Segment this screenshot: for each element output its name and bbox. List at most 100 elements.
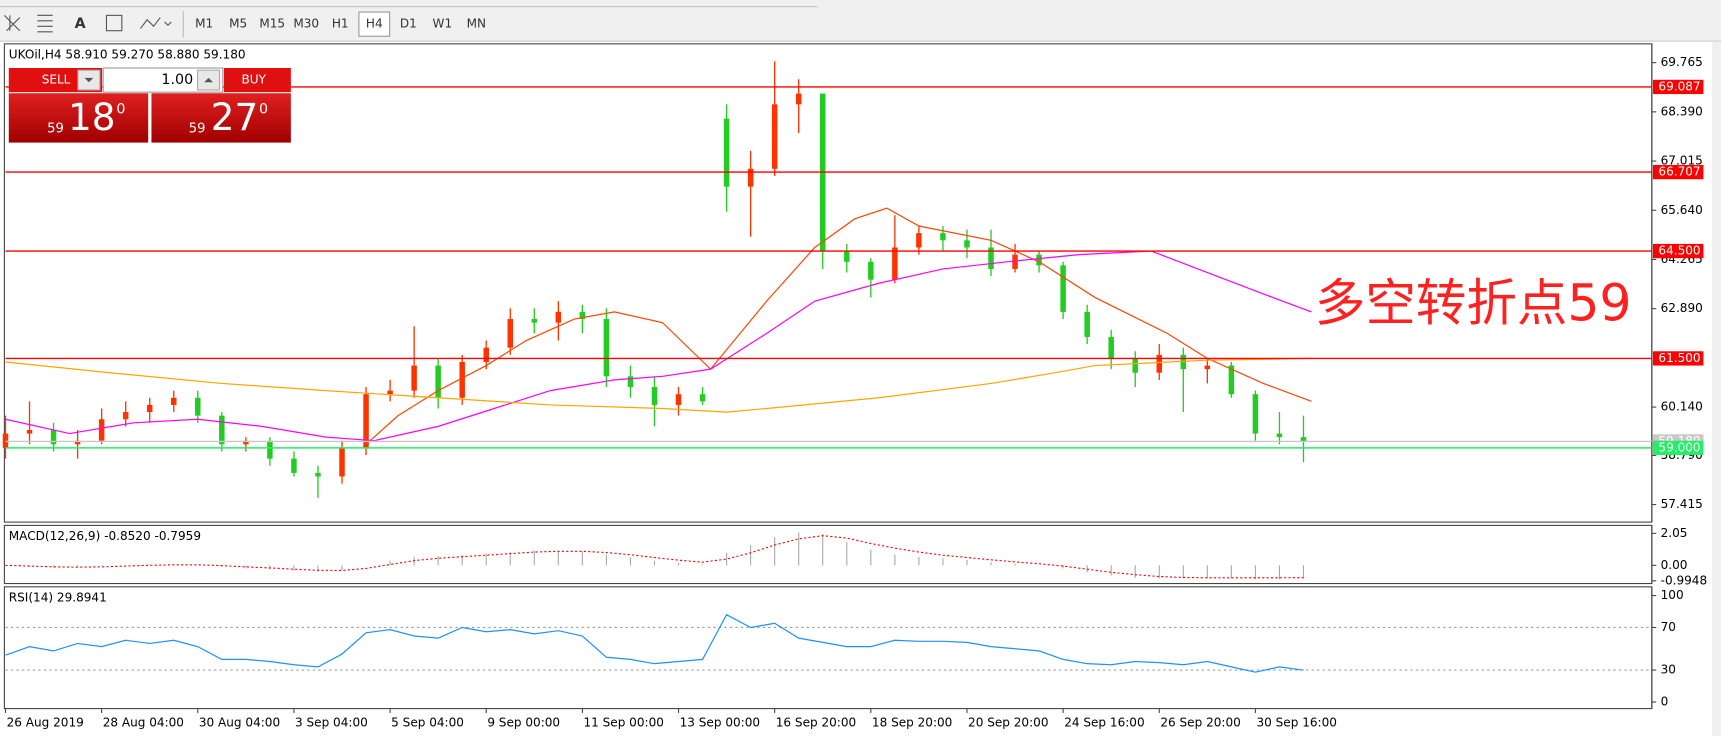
y-tick-label: 70 <box>1661 620 1676 634</box>
candle-body <box>988 247 994 269</box>
y-tick-label: 2.05 <box>1661 526 1688 540</box>
annotation: 多空转折点59 <box>1315 274 1632 333</box>
candle-body <box>315 472 321 477</box>
candle-body <box>1204 365 1211 370</box>
candle-body <box>74 440 81 445</box>
timeframe-button[interactable]: W1 <box>433 17 453 31</box>
candle-body <box>964 240 970 248</box>
candle-body <box>2 433 9 448</box>
candle-body <box>1180 354 1187 370</box>
y-tick-label: 0 <box>1661 694 1669 708</box>
candle-body <box>387 390 393 395</box>
moving-average <box>365 207 1312 445</box>
x-tick-label: 3 Sep 04:00 <box>295 715 368 729</box>
x-tick-label: 26 Sep 20:00 <box>1160 715 1240 729</box>
label-icon[interactable] <box>105 14 123 32</box>
x-tick-label: 26 Aug 2019 <box>7 715 84 729</box>
candle-body <box>1108 336 1114 359</box>
buy-price-big: 59 <box>189 121 206 136</box>
sell-price-sup: 0 <box>116 102 125 118</box>
chart-panels: 69.76568.39067.01565.64064.26562.89060.1… <box>2 43 1708 729</box>
x-tick-label: 20 Sep 20:00 <box>968 715 1048 729</box>
candle-body <box>747 168 754 187</box>
price-label: 59.000 <box>1658 440 1700 454</box>
volume[interactable]: 1.00 <box>161 72 193 88</box>
timeframe-button[interactable]: D1 <box>400 17 417 31</box>
y-tick-label: 60.140 <box>1661 400 1703 414</box>
x-tick-label: 30 Sep 16:00 <box>1257 715 1337 729</box>
y-tick-label: 100 <box>1661 588 1684 602</box>
panel-frame <box>3 524 1653 585</box>
moving-average <box>5 357 1312 413</box>
fibo-icon[interactable] <box>37 14 53 33</box>
timeframe-button[interactable]: M1 <box>195 17 213 31</box>
timeframe-button[interactable]: MN <box>467 17 486 31</box>
candle-body <box>435 365 441 398</box>
candle-body <box>339 447 345 477</box>
y-tick-label: 0.00 <box>1661 558 1688 572</box>
x-tick-label: 24 Sep 16:00 <box>1064 715 1144 729</box>
candle-body <box>531 319 538 323</box>
price-label-bg <box>1652 440 1704 455</box>
price-label: 64.500 <box>1658 244 1700 258</box>
x-tick-label: 28 Aug 04:00 <box>103 715 184 729</box>
y-tick-label: 62.890 <box>1661 301 1703 315</box>
candle-body <box>1132 358 1138 373</box>
candle-body <box>795 93 802 105</box>
y-tick-label: 30 <box>1661 663 1676 677</box>
x-tick-label: 16 Sep 20:00 <box>776 715 856 729</box>
candle-body <box>122 412 129 420</box>
candle-body <box>1228 365 1235 395</box>
y-tick-label: 67.015 <box>1661 154 1703 168</box>
sell-price-box[interactable] <box>8 93 149 143</box>
timeframe-button[interactable]: H4 <box>366 17 383 31</box>
text-tool[interactable]: A <box>75 16 86 32</box>
down-arrow <box>84 77 94 83</box>
timeframe-button[interactable]: H1 <box>332 17 349 31</box>
x-tick-label: 13 Sep 00:00 <box>680 715 760 729</box>
arrows-icon[interactable] <box>140 17 172 29</box>
timeframe-button[interactable]: M30 <box>293 17 319 31</box>
scroll-area <box>1712 41 1721 736</box>
price-label-bg <box>1652 351 1704 366</box>
y-tick-label: -0.9948 <box>1661 573 1708 587</box>
candle-body <box>892 247 898 280</box>
candle-body <box>195 397 201 416</box>
candle-body <box>844 251 850 262</box>
candle-body <box>771 104 778 169</box>
x-tick-label: 5 Sep 04:00 <box>391 715 464 729</box>
moving-average <box>5 250 1312 442</box>
candle-body <box>243 440 249 445</box>
candle-body <box>699 394 706 402</box>
candle-body <box>1036 254 1042 266</box>
sell-label[interactable]: SELL <box>42 73 71 87</box>
candle-body <box>916 233 922 248</box>
buy-button[interactable] <box>223 68 291 93</box>
candle-body <box>411 365 417 391</box>
candle-body <box>651 387 658 405</box>
price-label-bg <box>1652 164 1704 180</box>
panel-frame <box>3 586 1653 710</box>
candle-body <box>363 394 369 448</box>
y-tick-label: 69.765 <box>1661 55 1703 69</box>
crosshair-icon[interactable] <box>4 14 21 32</box>
buy-price-main: 27 <box>211 95 258 139</box>
candle-body <box>267 440 273 459</box>
x-tick-label: 9 Sep 00:00 <box>487 715 560 729</box>
price-label-bg <box>1652 79 1704 95</box>
x-tick-label: 18 Sep 20:00 <box>872 715 952 729</box>
buy-price-box[interactable] <box>151 93 291 143</box>
candle-body <box>507 319 514 348</box>
timeframe-button[interactable]: M15 <box>259 17 285 31</box>
candle-body <box>868 261 874 280</box>
candle-body <box>1252 394 1259 434</box>
sell-price-big: 59 <box>47 121 64 136</box>
one-click-trading: SELL 1.00 BUY 59 18 0 59 27 0 <box>8 67 291 143</box>
buy-label[interactable]: BUY <box>241 73 266 87</box>
rsi-line <box>5 613 1304 673</box>
macd-signal <box>5 535 1304 579</box>
candle-body <box>483 347 489 362</box>
timeframe-button[interactable]: M5 <box>229 17 247 31</box>
